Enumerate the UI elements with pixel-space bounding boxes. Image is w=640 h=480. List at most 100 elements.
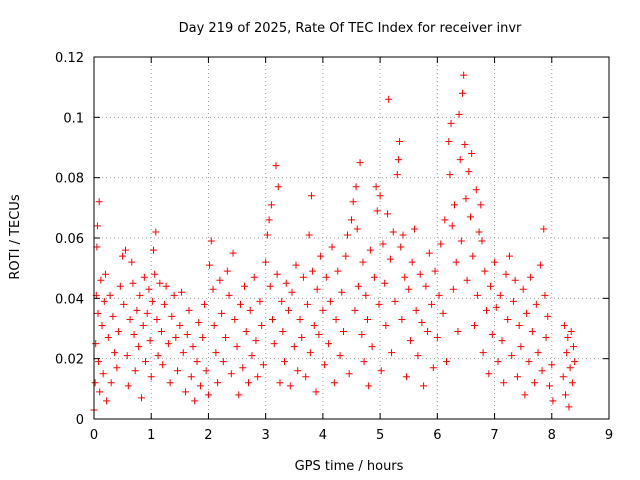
data-point xyxy=(282,279,290,287)
data-point xyxy=(462,195,470,203)
data-point xyxy=(179,349,187,357)
y-tick-label: 0.1 xyxy=(63,111,84,126)
data-point xyxy=(360,358,368,366)
data-point xyxy=(100,297,108,305)
data-point xyxy=(389,228,397,236)
y-tick-label: 0.06 xyxy=(55,232,84,247)
data-point xyxy=(145,285,153,293)
data-point xyxy=(545,382,553,390)
data-point xyxy=(182,388,190,396)
grid-layer xyxy=(94,57,609,419)
data-point xyxy=(91,379,99,387)
data-point xyxy=(325,340,333,348)
data-point xyxy=(278,297,286,305)
data-point xyxy=(385,95,393,103)
data-point xyxy=(442,358,450,366)
data-point xyxy=(123,352,131,360)
data-point xyxy=(455,110,463,118)
data-point xyxy=(396,137,404,145)
data-point xyxy=(563,349,571,357)
data-point xyxy=(204,391,212,399)
data-point xyxy=(382,321,390,329)
data-point xyxy=(152,228,160,236)
data-point xyxy=(416,270,424,278)
data-point xyxy=(457,237,465,245)
data-point xyxy=(276,379,284,387)
data-point xyxy=(109,312,117,320)
data-point xyxy=(178,288,186,296)
data-point xyxy=(290,343,298,351)
data-point xyxy=(99,370,107,378)
data-point xyxy=(456,156,464,164)
data-point xyxy=(256,297,264,305)
data-point xyxy=(279,328,287,336)
data-point xyxy=(332,315,340,323)
data-point xyxy=(189,343,197,351)
data-point xyxy=(111,349,119,357)
data-point xyxy=(391,297,399,305)
data-point xyxy=(207,237,215,245)
data-point xyxy=(312,388,320,396)
data-point xyxy=(328,243,336,251)
data-point xyxy=(536,261,544,269)
data-point xyxy=(562,391,570,399)
y-tick-label: 0.12 xyxy=(55,51,84,66)
data-point xyxy=(164,340,172,348)
data-point xyxy=(513,373,521,381)
data-point xyxy=(365,382,373,390)
data-point xyxy=(299,273,307,281)
data-point xyxy=(131,367,139,375)
data-point xyxy=(98,321,106,329)
data-point xyxy=(104,334,112,342)
y-axis-label: ROTI / TECUs xyxy=(8,194,23,279)
data-point xyxy=(317,252,325,260)
data-point xyxy=(472,186,480,194)
data-point xyxy=(172,334,180,342)
data-point xyxy=(542,334,550,342)
data-point xyxy=(250,273,258,281)
data-point xyxy=(532,300,540,308)
data-point xyxy=(187,373,195,381)
data-point xyxy=(302,373,310,381)
data-point xyxy=(362,291,370,299)
x-tick-label: 6 xyxy=(433,428,441,443)
data-point xyxy=(135,343,143,351)
data-point xyxy=(384,210,392,218)
data-point xyxy=(191,397,199,405)
data-point xyxy=(124,382,132,390)
data-point xyxy=(254,373,262,381)
data-point xyxy=(303,300,311,308)
data-point xyxy=(225,291,233,299)
data-point xyxy=(185,306,193,314)
data-point xyxy=(146,337,154,345)
data-point xyxy=(309,267,317,275)
data-point xyxy=(531,379,539,387)
data-point xyxy=(259,361,267,369)
data-point xyxy=(200,300,208,308)
data-point xyxy=(231,315,239,323)
data-point xyxy=(270,340,278,348)
data-point xyxy=(461,140,469,148)
data-point xyxy=(567,328,575,336)
data-point xyxy=(356,159,364,167)
data-point xyxy=(502,270,510,278)
data-point xyxy=(565,403,573,411)
data-point xyxy=(406,337,414,345)
data-point xyxy=(465,168,473,176)
plot-frame xyxy=(93,56,610,420)
data-point xyxy=(202,367,210,375)
data-point xyxy=(183,331,191,339)
data-point xyxy=(435,291,443,299)
data-point xyxy=(142,358,149,366)
data-point xyxy=(517,343,525,351)
data-point xyxy=(505,252,513,260)
data-point xyxy=(338,288,346,296)
data-point xyxy=(452,258,460,266)
data-point xyxy=(269,315,277,323)
data-point xyxy=(294,367,302,375)
data-point xyxy=(460,71,468,79)
data-point xyxy=(116,282,124,290)
data-point xyxy=(525,358,533,366)
data-point xyxy=(549,397,557,405)
